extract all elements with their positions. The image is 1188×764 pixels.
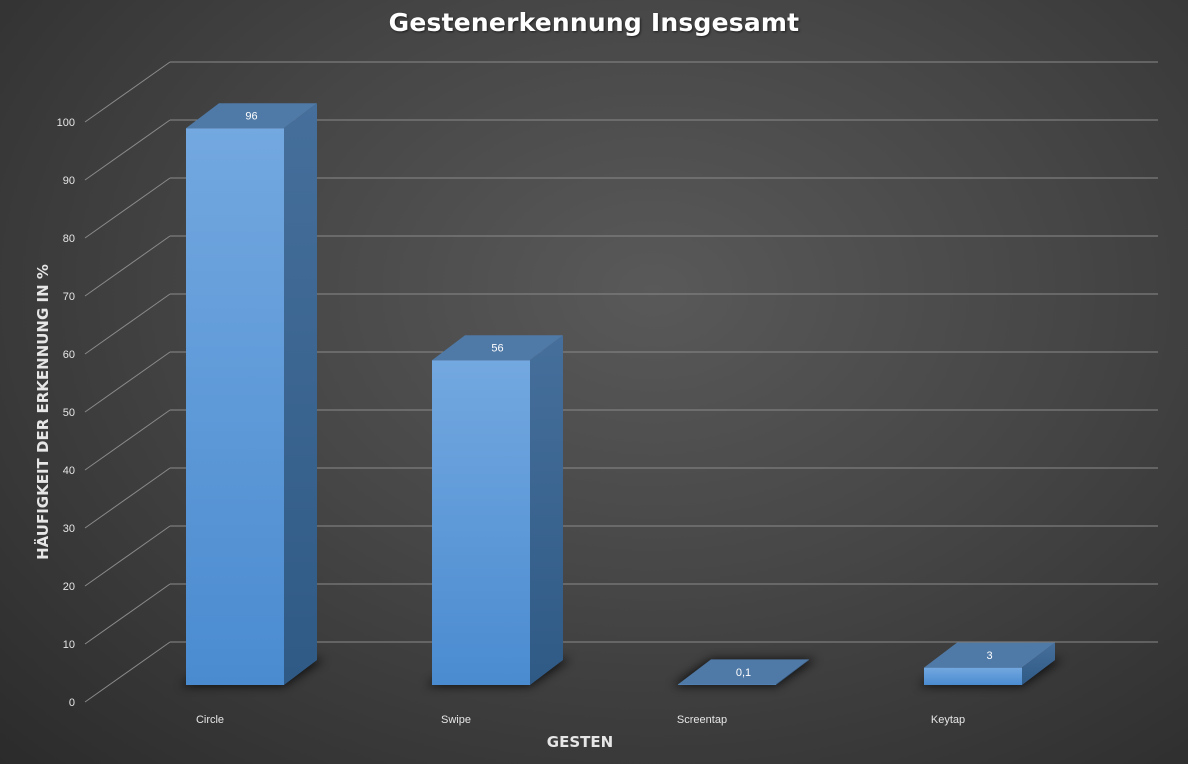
x-tick-label: Circle [196,714,224,726]
bar-side [1022,642,1055,685]
y-tick-label: 40 [63,465,75,477]
gridline-depth [84,525,171,587]
chart-title: Gestenerkennung Insgesamt [388,8,800,37]
gridline-depth [84,235,171,297]
bar-screentap [678,659,809,685]
bar-keytap [924,642,1055,685]
x-tick-label: Screentap [677,714,727,726]
gridline-depth [84,351,171,413]
y-axis-title: HÄUFIGKEIT DER ERKENNUNG IN % [34,264,52,560]
gridline-depth [84,409,171,471]
bar-circle [186,103,317,685]
bar-side [284,103,317,685]
gridline-depth [84,119,171,181]
gridline-depth [84,61,171,123]
y-tick-label: 100 [57,117,75,129]
x-tick-label: Swipe [441,714,471,726]
y-tick-label: 60 [63,349,75,361]
bar-top [432,335,563,361]
gridline-depth [84,293,171,355]
y-tick-label: 10 [63,639,75,651]
gridline-depth [84,641,171,703]
y-tick-label: 30 [63,523,75,535]
y-tick-label: 0 [69,697,75,709]
bar-side [530,335,563,685]
gridline-depth [84,467,171,529]
y-tick-label: 80 [63,233,75,245]
data-label: 0,1 [736,667,751,679]
data-label: 3 [986,650,992,662]
x-tick-label: Keytap [931,714,965,726]
bar-top [678,659,809,685]
bar-front [924,667,1022,685]
bar-swipe [432,335,563,685]
bar-side [776,659,809,685]
bar-front [678,684,776,685]
y-tick-label: 20 [63,581,75,593]
gridline-depth [84,583,171,645]
x-axis-title: GESTEN [546,733,614,751]
bar-front [432,360,530,685]
y-tick-label: 90 [63,175,75,187]
y-tick-label: 50 [63,407,75,419]
bar-front [186,128,284,685]
bar-top [924,642,1055,668]
data-label: 56 [491,343,503,355]
y-tick-label: 70 [63,291,75,303]
gridline-depth [84,177,171,239]
bar-top [186,103,317,129]
data-label: 96 [245,111,257,123]
